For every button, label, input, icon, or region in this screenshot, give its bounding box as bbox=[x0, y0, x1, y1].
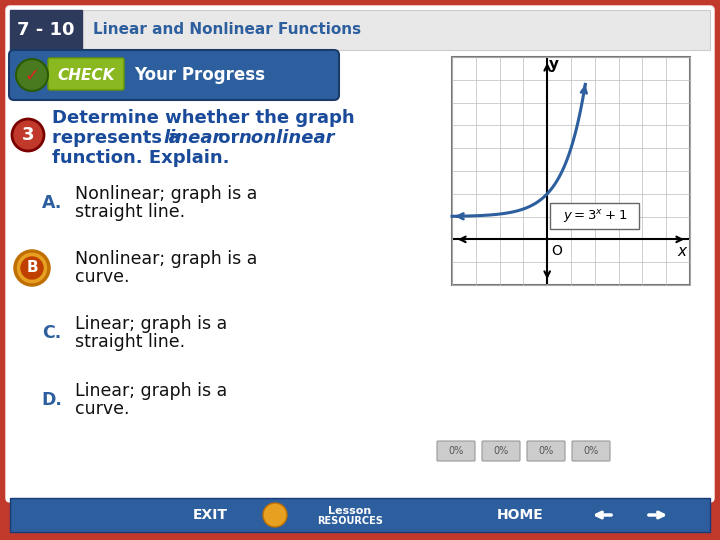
Text: 0%: 0% bbox=[449, 446, 464, 456]
Text: 7 - 10: 7 - 10 bbox=[17, 21, 75, 39]
Text: function. Explain.: function. Explain. bbox=[52, 149, 230, 167]
Circle shape bbox=[263, 503, 287, 527]
FancyBboxPatch shape bbox=[550, 203, 639, 229]
Text: 0%: 0% bbox=[583, 446, 598, 456]
Text: 3: 3 bbox=[22, 126, 35, 144]
Text: HOME: HOME bbox=[497, 508, 544, 522]
Text: or: or bbox=[212, 129, 246, 147]
FancyBboxPatch shape bbox=[10, 10, 82, 50]
Text: straight line.: straight line. bbox=[75, 333, 185, 351]
Text: A.: A. bbox=[42, 194, 62, 212]
Text: Linear; graph is a: Linear; graph is a bbox=[75, 315, 228, 333]
Circle shape bbox=[15, 251, 49, 285]
Text: RESOURCES: RESOURCES bbox=[317, 516, 383, 526]
Text: CHECK: CHECK bbox=[58, 68, 114, 83]
Circle shape bbox=[16, 59, 48, 91]
Text: Your Progress: Your Progress bbox=[135, 66, 266, 84]
FancyBboxPatch shape bbox=[10, 498, 710, 532]
Text: 0%: 0% bbox=[493, 446, 508, 456]
Text: x: x bbox=[678, 244, 686, 259]
Text: nonlinear: nonlinear bbox=[238, 129, 335, 147]
FancyBboxPatch shape bbox=[572, 441, 610, 461]
Text: Lesson: Lesson bbox=[328, 506, 372, 516]
FancyBboxPatch shape bbox=[6, 6, 714, 502]
Text: curve.: curve. bbox=[75, 268, 130, 286]
Text: $y = 3^x + 1$: $y = 3^x + 1$ bbox=[562, 208, 627, 225]
Text: D.: D. bbox=[42, 391, 63, 409]
FancyBboxPatch shape bbox=[9, 50, 339, 100]
Text: y: y bbox=[549, 57, 559, 72]
Circle shape bbox=[21, 257, 43, 279]
Text: 0%: 0% bbox=[539, 446, 554, 456]
Text: C.: C. bbox=[42, 324, 62, 342]
Text: Linear and Nonlinear Functions: Linear and Nonlinear Functions bbox=[93, 23, 361, 37]
Text: Linear; graph is a: Linear; graph is a bbox=[75, 382, 228, 400]
Circle shape bbox=[12, 119, 44, 151]
Text: linear: linear bbox=[163, 129, 221, 147]
FancyBboxPatch shape bbox=[527, 441, 565, 461]
Text: straight line.: straight line. bbox=[75, 203, 185, 221]
Text: Nonlinear; graph is a: Nonlinear; graph is a bbox=[75, 250, 257, 268]
FancyBboxPatch shape bbox=[48, 58, 124, 90]
FancyBboxPatch shape bbox=[452, 57, 690, 285]
Text: EXIT: EXIT bbox=[192, 508, 228, 522]
Text: B: B bbox=[26, 260, 38, 275]
FancyBboxPatch shape bbox=[437, 441, 475, 461]
Text: curve.: curve. bbox=[75, 400, 130, 418]
Text: Determine whether the graph: Determine whether the graph bbox=[52, 109, 355, 127]
FancyBboxPatch shape bbox=[10, 10, 710, 50]
Text: O: O bbox=[551, 245, 562, 259]
FancyBboxPatch shape bbox=[482, 441, 520, 461]
Text: represents a: represents a bbox=[52, 129, 186, 147]
Text: Nonlinear; graph is a: Nonlinear; graph is a bbox=[75, 185, 257, 203]
Text: ✓: ✓ bbox=[24, 67, 40, 85]
